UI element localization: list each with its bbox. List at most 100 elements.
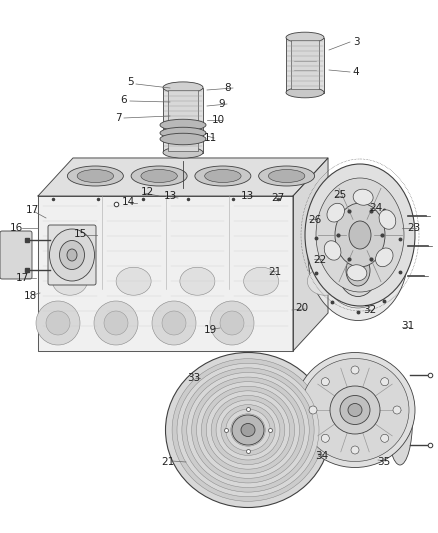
Text: 4: 4	[353, 67, 359, 77]
Ellipse shape	[163, 147, 203, 158]
Text: 15: 15	[74, 229, 87, 239]
Ellipse shape	[160, 133, 206, 145]
Ellipse shape	[195, 166, 251, 186]
Text: 33: 33	[187, 373, 201, 383]
Ellipse shape	[187, 373, 309, 488]
Ellipse shape	[305, 164, 415, 306]
Ellipse shape	[211, 395, 285, 465]
Text: 12: 12	[140, 187, 154, 197]
Ellipse shape	[348, 403, 362, 416]
Ellipse shape	[160, 119, 206, 131]
Circle shape	[381, 434, 389, 442]
Ellipse shape	[49, 229, 95, 281]
Text: 19: 19	[203, 325, 217, 335]
Polygon shape	[293, 158, 328, 351]
Ellipse shape	[324, 241, 341, 260]
Ellipse shape	[197, 382, 300, 478]
Ellipse shape	[67, 166, 124, 186]
Polygon shape	[38, 196, 293, 351]
Ellipse shape	[316, 178, 404, 292]
Ellipse shape	[172, 359, 324, 502]
Ellipse shape	[327, 203, 344, 222]
Circle shape	[162, 311, 186, 335]
Text: 21: 21	[161, 457, 175, 467]
Circle shape	[210, 301, 254, 345]
Ellipse shape	[166, 352, 331, 507]
Ellipse shape	[67, 249, 77, 261]
Text: 32: 32	[364, 305, 377, 315]
Ellipse shape	[349, 221, 371, 249]
Circle shape	[351, 366, 359, 374]
Circle shape	[351, 446, 359, 454]
Text: 17: 17	[15, 273, 28, 283]
Ellipse shape	[53, 267, 87, 295]
Text: 13: 13	[240, 191, 254, 201]
Circle shape	[152, 301, 196, 345]
Text: 17: 17	[25, 205, 39, 215]
Ellipse shape	[201, 386, 295, 474]
Ellipse shape	[338, 245, 378, 296]
Text: 16: 16	[9, 223, 23, 233]
Circle shape	[46, 311, 70, 335]
Text: 9: 9	[219, 99, 225, 109]
Ellipse shape	[258, 166, 314, 186]
Ellipse shape	[347, 265, 367, 281]
Ellipse shape	[308, 190, 408, 320]
Ellipse shape	[77, 169, 113, 182]
FancyBboxPatch shape	[0, 231, 32, 279]
Ellipse shape	[177, 364, 319, 497]
Text: 27: 27	[272, 193, 285, 203]
Circle shape	[104, 311, 128, 335]
Ellipse shape	[295, 352, 415, 467]
Text: 23: 23	[407, 223, 420, 233]
Text: 3: 3	[353, 37, 359, 47]
FancyBboxPatch shape	[163, 87, 203, 152]
Ellipse shape	[353, 189, 373, 205]
Text: 11: 11	[203, 133, 217, 143]
Text: 7: 7	[115, 113, 121, 123]
Ellipse shape	[301, 359, 409, 462]
Ellipse shape	[205, 169, 241, 182]
Ellipse shape	[286, 87, 324, 98]
Ellipse shape	[286, 32, 324, 43]
Ellipse shape	[307, 267, 343, 295]
Ellipse shape	[232, 415, 264, 445]
Ellipse shape	[60, 240, 85, 270]
Ellipse shape	[221, 405, 275, 455]
Circle shape	[36, 301, 80, 345]
Ellipse shape	[268, 169, 305, 182]
Ellipse shape	[131, 166, 187, 186]
Circle shape	[309, 406, 317, 414]
Ellipse shape	[141, 169, 177, 182]
Ellipse shape	[226, 409, 270, 451]
Text: 22: 22	[313, 255, 327, 265]
Ellipse shape	[216, 400, 280, 460]
Circle shape	[393, 406, 401, 414]
Text: 14: 14	[121, 197, 134, 207]
Ellipse shape	[163, 82, 203, 93]
Text: 21: 21	[268, 267, 282, 277]
Polygon shape	[38, 158, 328, 196]
Text: 34: 34	[315, 451, 328, 461]
Text: 5: 5	[128, 77, 134, 87]
Ellipse shape	[340, 395, 370, 424]
Circle shape	[220, 311, 244, 335]
Circle shape	[381, 378, 389, 386]
Ellipse shape	[236, 418, 260, 442]
Circle shape	[321, 434, 329, 442]
FancyBboxPatch shape	[48, 225, 96, 285]
Ellipse shape	[375, 248, 393, 266]
Ellipse shape	[346, 255, 370, 286]
Ellipse shape	[231, 414, 265, 446]
Text: 26: 26	[308, 215, 321, 225]
Ellipse shape	[241, 424, 255, 437]
FancyBboxPatch shape	[291, 39, 319, 88]
Ellipse shape	[160, 127, 206, 139]
Ellipse shape	[388, 375, 413, 465]
FancyBboxPatch shape	[286, 37, 324, 93]
Circle shape	[94, 301, 138, 345]
Text: 13: 13	[163, 191, 177, 201]
Ellipse shape	[116, 267, 151, 295]
Text: 25: 25	[333, 190, 346, 200]
Ellipse shape	[379, 210, 396, 229]
